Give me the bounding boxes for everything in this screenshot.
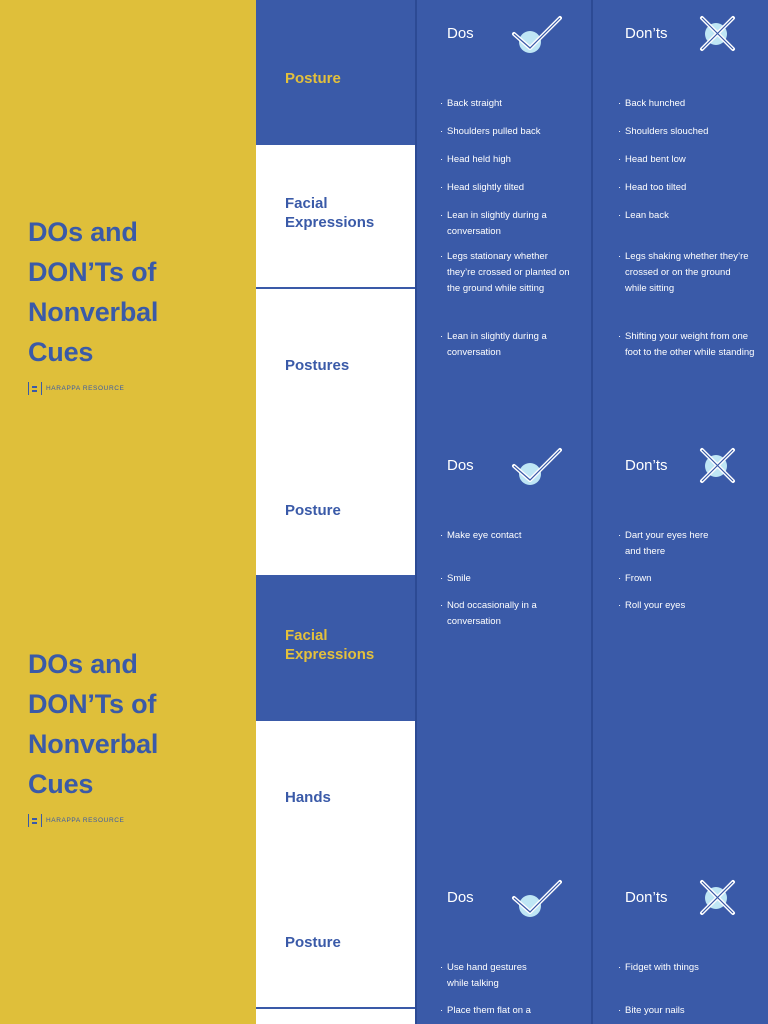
x-circle-icon: [700, 16, 735, 51]
check-circle-icon: [512, 448, 562, 485]
poster-title-line: DOs and: [28, 649, 138, 679]
dos-header: Dos: [447, 889, 474, 906]
donts-header: Don’ts: [625, 889, 668, 906]
dos-header-label: Dos: [447, 457, 474, 474]
brand: HARAPPA RESOURCE: [28, 814, 248, 827]
category-label: Facial Expressions: [285, 627, 375, 663]
dos-item: · Use hand gestures while talking: [440, 962, 527, 989]
donts-column: [593, 0, 768, 1024]
poster-title-line: DOs and: [28, 217, 138, 247]
category-label: Posture: [285, 502, 341, 519]
dos-item: · Shoulders pulled back: [440, 126, 541, 137]
dos-item: · Smile: [440, 573, 471, 584]
brand: HARAPPA RESOURCE: [28, 382, 248, 395]
poster-title-line: Cues: [28, 337, 94, 367]
brand-text: HARAPPA RESOURCE: [46, 817, 125, 824]
category-column: Posture Facial Expressions Postures Post…: [256, 0, 416, 1024]
category-posture: Posture: [256, 864, 416, 1009]
donts-item: · Dart your eyes here and there: [618, 530, 709, 557]
category-label: Posture: [285, 70, 341, 87]
column-divider: [415, 0, 417, 1024]
poster-title-line: DON’Ts of: [28, 257, 157, 287]
category-label: Posture: [285, 934, 341, 951]
donts-item: · Shifting your weight from one foot to t…: [618, 331, 755, 358]
left-panel: [0, 0, 256, 1024]
x-circle-icon: [700, 448, 735, 483]
donts-header-label: Don’ts: [625, 889, 668, 906]
brand-text: HARAPPA RESOURCE: [46, 385, 125, 392]
title-block: DOs and DON’Ts of Nonverbal Cues HARAPPA…: [28, 644, 248, 827]
dos-item: · Back straight: [440, 98, 502, 109]
dos-header: Dos: [447, 25, 474, 42]
donts-item: · Bite your nails: [618, 1005, 685, 1016]
donts-header-label: Don’ts: [625, 25, 668, 42]
donts-item: · Legs shaking whether they’re crossed or…: [618, 251, 749, 294]
donts-header: Don’ts: [625, 25, 668, 42]
category-label: Hands: [285, 789, 331, 806]
check-circle-icon: [512, 16, 562, 53]
donts-item: · Shoulders slouched: [618, 126, 709, 137]
donts-item: · Head too tilted: [618, 182, 687, 193]
donts-header: Don’ts: [625, 457, 668, 474]
harappa-logo-icon: [28, 814, 42, 827]
title-block: DOs and DON’Ts of Nonverbal Cues HARAPPA…: [28, 212, 248, 395]
poster-title-line: DON’Ts of: [28, 689, 157, 719]
dos-item: · Lean in slightly during a conversation: [440, 210, 547, 237]
dos-item: · Head held high: [440, 154, 511, 165]
poster-title-line: Nonverbal: [28, 729, 159, 759]
dos-item: · Place them flat on a: [440, 1005, 531, 1016]
dos-column: [417, 0, 591, 1024]
category-posture: Posture: [256, 432, 416, 577]
column-divider: [591, 0, 593, 1024]
dos-item: · Lean in slightly during a conversation: [440, 331, 547, 358]
harappa-logo-icon: [28, 382, 42, 395]
dos-header-label: Dos: [447, 25, 474, 42]
poster-title-line: Nonverbal: [28, 297, 159, 327]
dos-header-label: Dos: [447, 889, 474, 906]
category-label: Postures: [285, 357, 350, 374]
donts-item: · Frown: [618, 573, 652, 584]
x-circle-icon: [700, 880, 735, 915]
category-posture: Posture: [256, 0, 416, 145]
category-facial-expressions: Facial Expressions: [256, 577, 416, 721]
category-postures: Postures: [256, 289, 416, 432]
dos-item: · Make eye contact: [440, 530, 522, 541]
check-circle-icon: [512, 880, 562, 917]
dos-item: · Head slightly tilted: [440, 182, 525, 193]
category-label: Facial Expressions: [285, 195, 375, 231]
donts-item: · Fidget with things: [618, 962, 699, 973]
poster-title-line: Cues: [28, 769, 94, 799]
dos-item: · Nod occasionally in a conversation: [440, 600, 537, 627]
donts-item: · Head bent low: [618, 154, 686, 165]
donts-item: · Lean back: [618, 210, 669, 221]
dos-item: · Legs stationary whether they’re crossed…: [440, 251, 570, 294]
donts-header-label: Don’ts: [625, 457, 668, 474]
donts-item: · Roll your eyes: [618, 600, 686, 611]
category-facial-expressions: Facial Expressions: [256, 145, 416, 289]
category-hands: Hands: [256, 721, 416, 864]
dos-header: Dos: [447, 457, 474, 474]
donts-item: · Back hunched: [618, 98, 686, 109]
